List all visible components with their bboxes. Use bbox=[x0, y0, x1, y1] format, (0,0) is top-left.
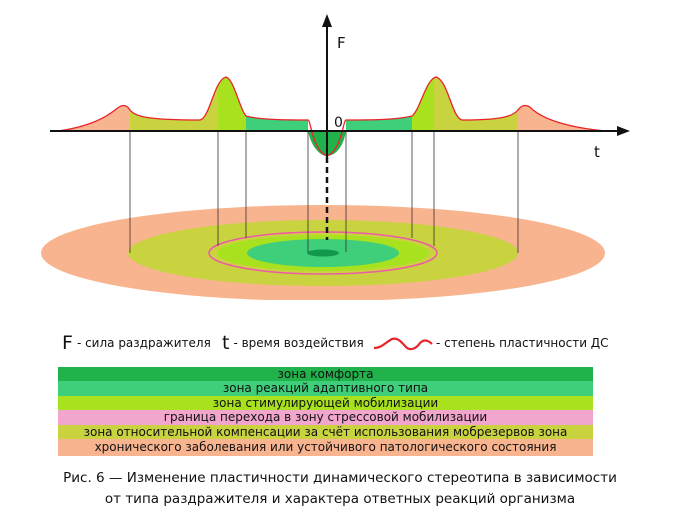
legend-time: t - время воздействия bbox=[222, 331, 364, 355]
legend-time-text: - время воздействия bbox=[233, 336, 364, 350]
zone-comfort: зона комфорта bbox=[58, 367, 593, 382]
zone-legend: зона комфорта зона реакций адаптивного т… bbox=[58, 367, 593, 456]
zone-chronic: хронического заболевания или устойчивого… bbox=[58, 438, 593, 456]
zone-compensation: зона относительной компенсации за счёт и… bbox=[58, 424, 593, 439]
legend-time-symbol: t bbox=[222, 332, 230, 354]
caption-line-2: от типа раздражителя и характера ответны… bbox=[104, 491, 576, 507]
zone-stress-border: граница перехода в зону стрессовой мобил… bbox=[58, 410, 593, 425]
projection-lines bbox=[129, 131, 519, 253]
legend-curve: - степень пластичности ДС bbox=[372, 331, 609, 355]
legend-force: F - сила раздражителя bbox=[62, 331, 211, 355]
legend-force-symbol: F bbox=[62, 332, 73, 354]
caption-line-1: Рис. 6 — Изменение пластичности динамиче… bbox=[63, 470, 617, 486]
zone-ellipse-stimulation bbox=[208, 231, 438, 275]
legend-curve-swatch bbox=[373, 337, 433, 351]
f-axis-label: F bbox=[337, 34, 346, 52]
t-axis-arrow bbox=[617, 126, 630, 136]
legend-curve-text: - степень пластичности ДС bbox=[436, 336, 609, 350]
origin-label: 0 bbox=[334, 115, 343, 131]
t-axis-label: t bbox=[594, 143, 600, 161]
zone-ellipse-comfort bbox=[307, 249, 339, 257]
figure-caption: Рис. 6 — Изменение пластичности динамиче… bbox=[0, 468, 680, 510]
f-axis-arrow bbox=[322, 14, 332, 27]
legend-force-text: - сила раздражителя bbox=[76, 336, 211, 350]
zone-adaptive: зона реакций адаптивного типа bbox=[58, 381, 593, 396]
plasticity-diagram: F t 0 bbox=[41, 14, 630, 300]
zone-stimulation: зона стимулирующей мобилизации bbox=[58, 395, 593, 411]
